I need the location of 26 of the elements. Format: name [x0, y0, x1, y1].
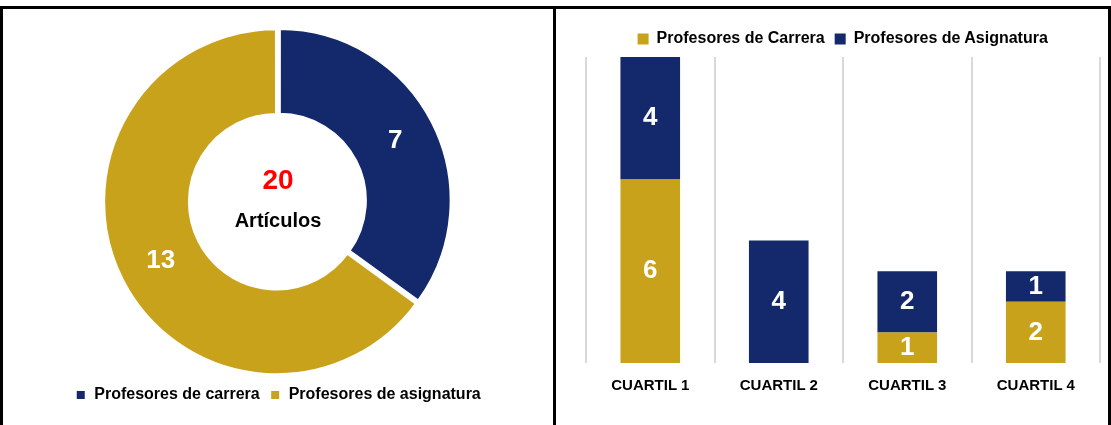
text: 20: [262, 163, 294, 195]
bar: [620, 179, 681, 363]
bar: [1005, 271, 1066, 302]
x-tick-label: CUARTIL 1: [611, 376, 690, 394]
x-tick-label: CUARTIL 3: [868, 376, 947, 394]
bar: [877, 332, 938, 363]
bar: [1005, 301, 1066, 363]
data-label: 1: [1028, 269, 1043, 300]
x-tick-label: CUARTIL 4: [996, 376, 1076, 394]
legend-label: Profesores de asignatura: [288, 385, 481, 403]
data-label: 4: [643, 101, 659, 132]
data-label: 6: [643, 254, 658, 285]
x-tick-label: CUARTIL 2: [739, 376, 818, 394]
data-label: 7: [388, 124, 403, 155]
text: Artículos: [234, 208, 322, 231]
data-label: 2: [1028, 315, 1043, 346]
bar: [877, 271, 938, 333]
data-label: 4: [771, 284, 787, 315]
bar: [620, 57, 681, 180]
legend-label: Profesores de carrera: [94, 385, 260, 403]
data-label: 2: [900, 284, 915, 315]
data-label: 1: [900, 330, 915, 361]
legend-label: Profesores de Carrera: [656, 29, 825, 47]
data-label: 13: [146, 243, 176, 274]
bar: [748, 240, 809, 363]
legend-label: Profesores de Asignatura: [853, 29, 1048, 47]
